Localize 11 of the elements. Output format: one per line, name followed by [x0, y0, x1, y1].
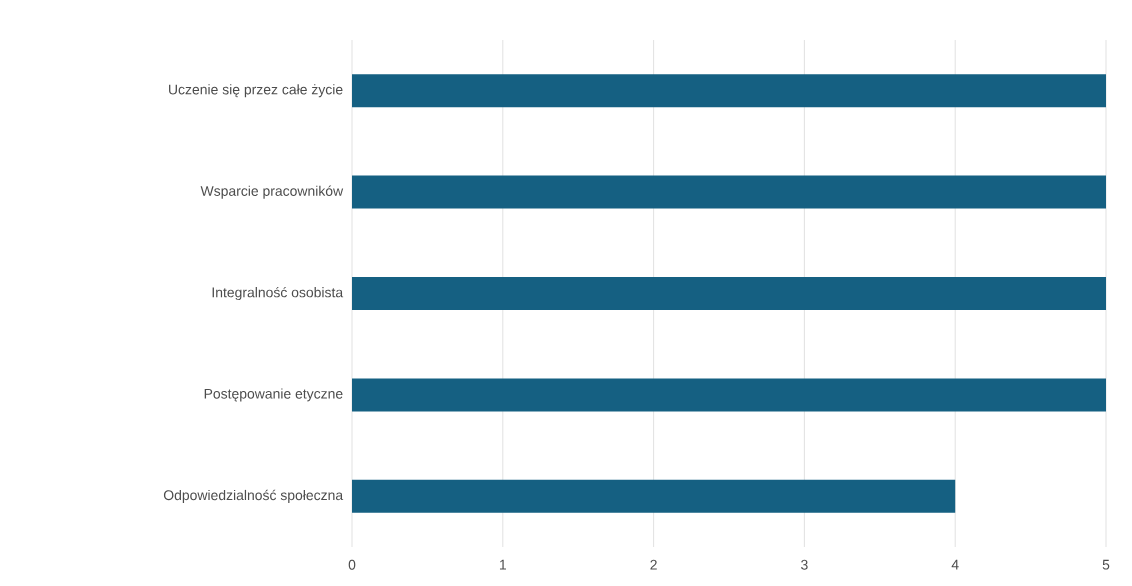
y-tick-label: Integralność osobista — [212, 286, 344, 301]
y-tick-label: Wsparcie pracowników — [200, 185, 344, 199]
x-tick-label: 1 — [499, 559, 506, 570]
x-tick-label: 2 — [650, 559, 657, 570]
x-tick-label: 3 — [801, 559, 808, 570]
x-tick-label: 4 — [951, 559, 959, 570]
x-tick-label: 0 — [348, 559, 356, 570]
x-tick-label: 5 — [1102, 559, 1110, 570]
y-tick-label: Postępowanie etyczne — [204, 388, 343, 402]
y-tick-label: Odpowiedzialność społeczna — [163, 489, 344, 503]
y-tick-label: Uczenie się przez całe życie — [169, 84, 343, 98]
